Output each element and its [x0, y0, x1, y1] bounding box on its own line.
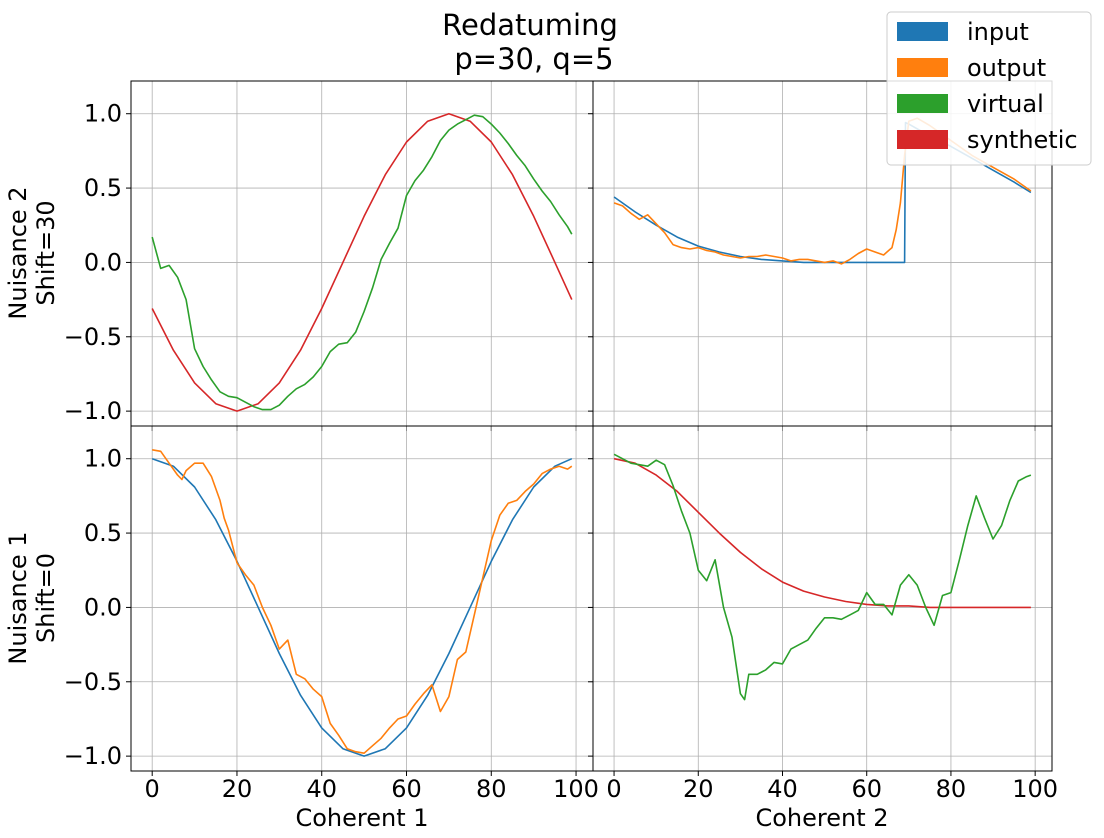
- y-tick-label: 1.0: [84, 100, 122, 128]
- axes-frame: [592, 425, 1053, 772]
- series-line-synthetic: [613, 457, 1031, 609]
- series-line-output: [152, 449, 573, 755]
- series-line-input: [151, 457, 573, 757]
- legend-label-synthetic: synthetic: [967, 126, 1078, 154]
- y-tick-label: 0.0: [84, 593, 122, 621]
- axes-frame: [130, 80, 594, 427]
- x-tick-label: 80: [476, 775, 507, 803]
- row-label-top: Nuisance 2 Shift=30: [4, 186, 60, 319]
- y-tick-label: 1.0: [84, 445, 122, 473]
- x-tick-label: 20: [222, 775, 253, 803]
- row-label-bottom: Nuisance 1 Shift=0: [4, 531, 60, 664]
- y-tick-label: −0.5: [64, 323, 122, 351]
- row-label-bottom-line1: Nuisance 1: [4, 531, 32, 664]
- x-tick-label: 20: [683, 775, 714, 803]
- axes-frame: [130, 425, 594, 772]
- row-label-top-line1: Nuisance 2: [4, 186, 32, 319]
- row-label-bottom-line2: Shift=0: [32, 553, 60, 643]
- series-line-virtual: [613, 453, 1032, 701]
- subplot-grid: −1.0 −0.5 0.0 0.5 1.0 −1.0 −0.5 0.0 0.5 1.0 0 20 40 6…: [64, 80, 1058, 803]
- x-tick-label: 100: [553, 775, 599, 803]
- legend-frame: [886, 11, 1092, 166]
- x-axis-label-right: Coherent 2: [755, 804, 888, 832]
- panel-bottom-left: −1.0 −0.5 0.0 0.5 1.0 0 20 40 60 80 100: [64, 425, 599, 803]
- x-tick-label: 40: [306, 775, 337, 803]
- y-tick-label: 0.5: [84, 519, 122, 547]
- x-axis-label-left: Coherent 1: [295, 804, 428, 832]
- x-tick-label: 0: [606, 775, 621, 803]
- legend-label-output: output: [967, 54, 1046, 82]
- legend-swatch-virtual: [897, 94, 948, 113]
- panel-top-left: −1.0 −0.5 0.0 0.5 1.0: [64, 80, 594, 431]
- panel-bottom-right: 0 20 40 60 80 100: [588, 425, 1058, 803]
- legend-label-virtual: virtual: [967, 90, 1044, 118]
- x-tick-label: 40: [767, 775, 798, 803]
- y-tick-label: −0.5: [64, 668, 122, 696]
- y-tick-label: 0.5: [84, 174, 122, 202]
- x-tick-label: 80: [936, 775, 967, 803]
- legend-swatch-synthetic: [897, 130, 948, 149]
- legend: input output virtual synthetic: [886, 11, 1092, 166]
- series-line-virtual: [151, 114, 573, 411]
- x-tick-label: 60: [851, 775, 882, 803]
- x-tick-label: 100: [1012, 775, 1058, 803]
- y-tick-label: 0.0: [84, 248, 122, 276]
- row-label-top-line2: Shift=30: [32, 200, 60, 305]
- legend-swatch-output: [897, 58, 948, 77]
- chart-title-line1: Redatuming: [442, 8, 618, 42]
- series-line-synthetic: [151, 112, 573, 412]
- x-tick-label: 60: [391, 775, 422, 803]
- y-tick-label: −1.0: [64, 397, 122, 425]
- x-tick-label: 0: [145, 775, 160, 803]
- chart-title-line2: p=30, q=5: [454, 42, 613, 76]
- legend-swatch-input: [897, 22, 948, 41]
- legend-label-input: input: [967, 18, 1029, 46]
- y-tick-label: −1.0: [64, 742, 122, 770]
